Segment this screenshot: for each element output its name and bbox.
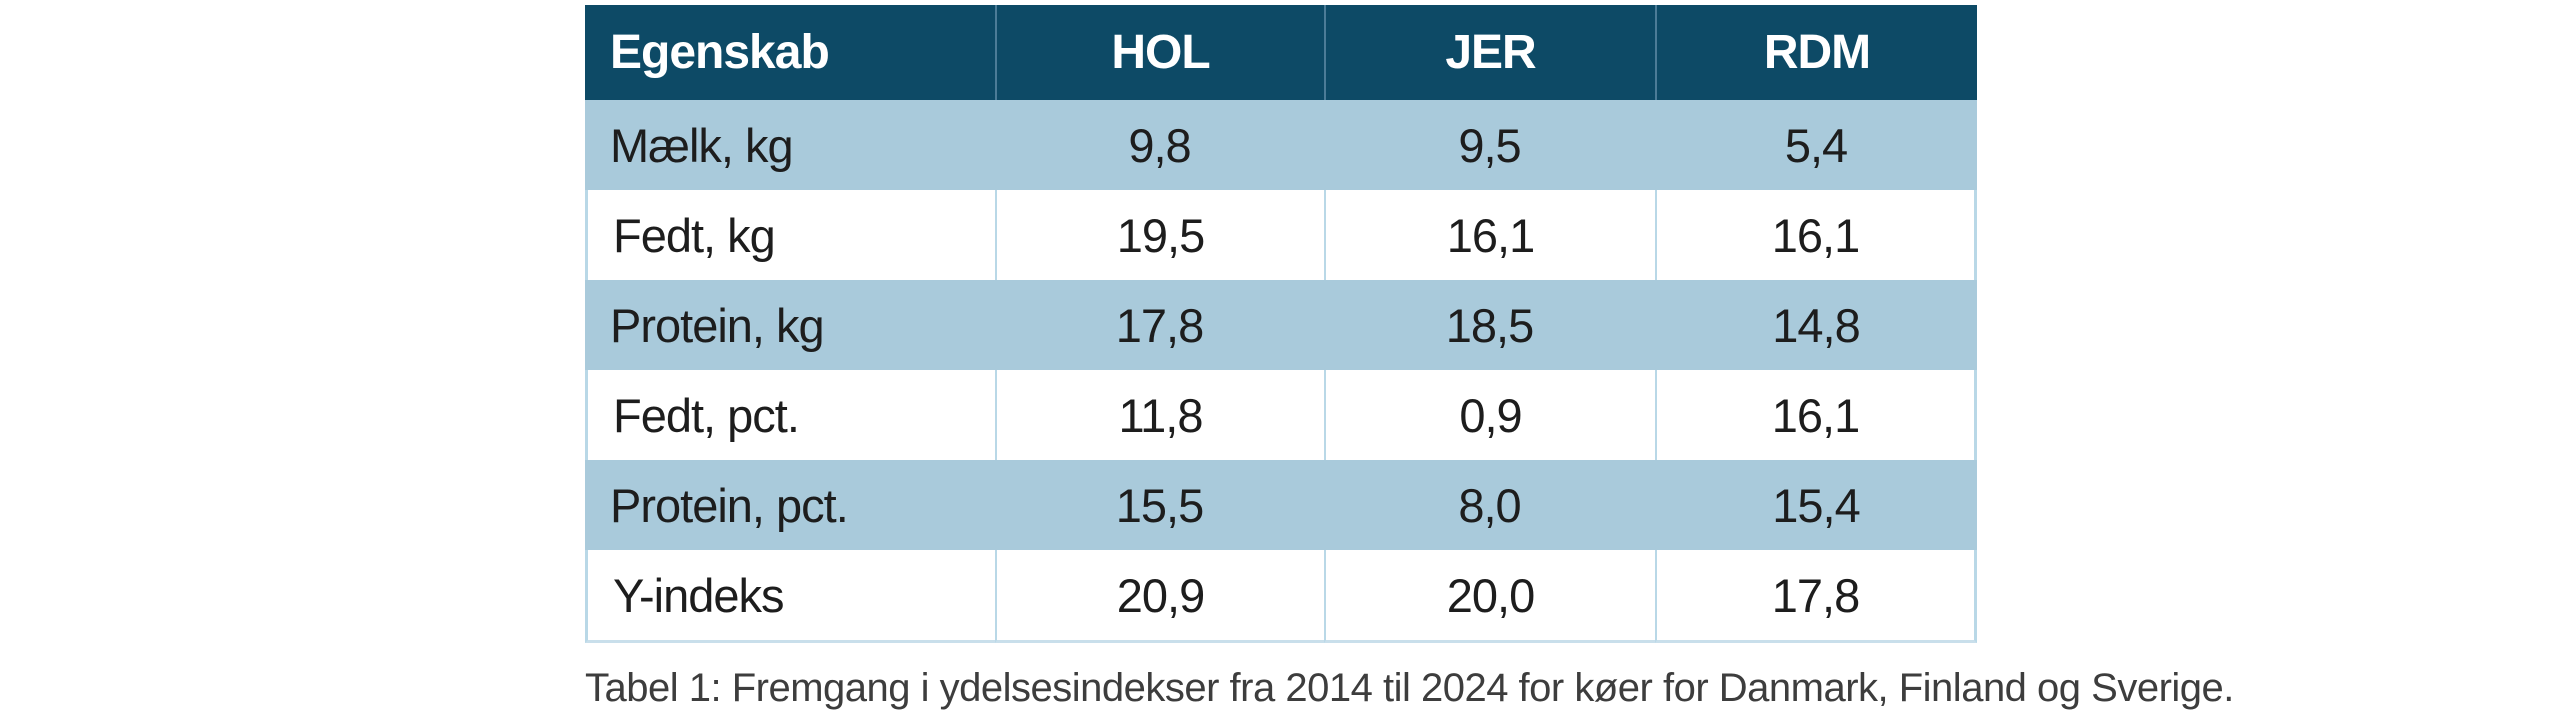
cell-value: 15,5: [995, 460, 1324, 550]
column-header-egenskab: Egenskab: [585, 5, 995, 100]
column-header-hol: HOL: [995, 5, 1324, 100]
row-label: Mælk, kg: [585, 100, 995, 190]
cell-value: 16,1: [1655, 370, 1977, 460]
table-body: Mælk, kg 9,8 9,5 5,4 Fedt, kg 19,5 16,1 …: [585, 100, 1977, 643]
cell-value: 20,9: [995, 550, 1324, 643]
row-label: Y-indeks: [585, 550, 995, 643]
table-row-maelk-kg: Mælk, kg 9,8 9,5 5,4: [585, 100, 1977, 190]
row-label: Fedt, pct.: [585, 370, 995, 460]
header-row: Egenskab HOL JER RDM: [585, 5, 1977, 100]
yield-index-table: Egenskab HOL JER RDM Mælk, kg 9,8 9,5 5,…: [585, 5, 1977, 643]
table-row-protein-pct: Protein, pct. 15,5 8,0 15,4: [585, 460, 1977, 550]
row-label: Fedt, kg: [585, 190, 995, 280]
cell-value: 18,5: [1324, 280, 1655, 370]
table-row-fedt-pct: Fedt, pct. 11,8 0,9 16,1: [585, 370, 1977, 460]
table-row-y-indeks: Y-indeks 20,9 20,0 17,8: [585, 550, 1977, 643]
cell-value: 14,8: [1655, 280, 1977, 370]
cell-value: 11,8: [995, 370, 1324, 460]
cell-value: 0,9: [1324, 370, 1655, 460]
cell-value: 19,5: [995, 190, 1324, 280]
row-label: Protein, kg: [585, 280, 995, 370]
cell-value: 5,4: [1655, 100, 1977, 190]
table-figure: Egenskab HOL JER RDM Mælk, kg 9,8 9,5 5,…: [585, 5, 2234, 710]
cell-value: 17,8: [995, 280, 1324, 370]
table-caption: Tabel 1: Fremgang i ydelsesindekser fra …: [585, 666, 2234, 710]
cell-value: 9,8: [995, 100, 1324, 190]
table-header: Egenskab HOL JER RDM: [585, 5, 1977, 100]
cell-value: 8,0: [1324, 460, 1655, 550]
cell-value: 17,8: [1655, 550, 1977, 643]
cell-value: 20,0: [1324, 550, 1655, 643]
cell-value: 16,1: [1324, 190, 1655, 280]
cell-value: 16,1: [1655, 190, 1977, 280]
cell-value: 9,5: [1324, 100, 1655, 190]
column-header-jer: JER: [1324, 5, 1655, 100]
row-label: Protein, pct.: [585, 460, 995, 550]
column-header-rdm: RDM: [1655, 5, 1977, 100]
table-row-fedt-kg: Fedt, kg 19,5 16,1 16,1: [585, 190, 1977, 280]
cell-value: 15,4: [1655, 460, 1977, 550]
table-row-protein-kg: Protein, kg 17,8 18,5 14,8: [585, 280, 1977, 370]
